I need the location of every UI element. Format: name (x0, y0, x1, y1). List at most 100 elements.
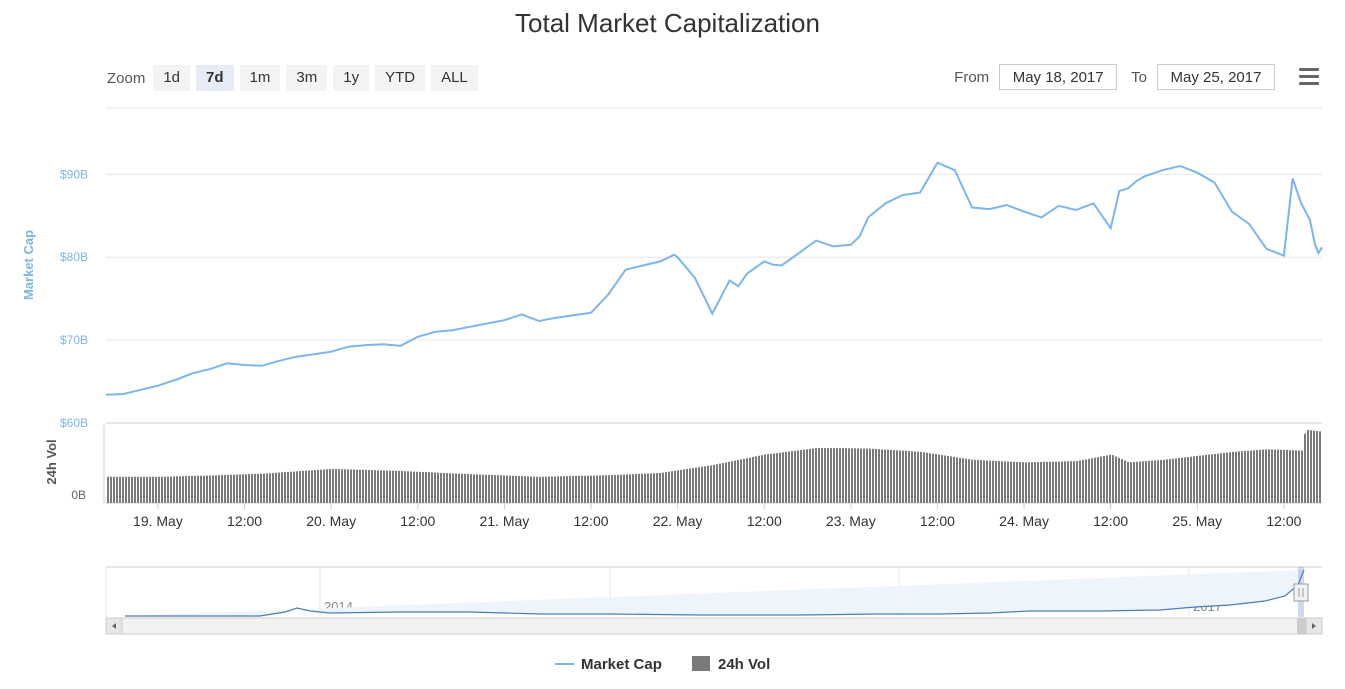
volume-bar (1214, 453, 1216, 503)
volume-bar (818, 447, 820, 503)
legend-item-market-cap[interactable]: Market Cap (555, 656, 662, 673)
zoom-button-all[interactable]: ALL (431, 65, 478, 91)
volume-bar (1103, 455, 1105, 503)
volume-bar (713, 464, 715, 503)
volume-bar (191, 475, 193, 503)
volume-bar (287, 471, 289, 503)
volume-bar (791, 451, 793, 503)
volume-bar (1187, 456, 1189, 503)
volume-bar (737, 460, 739, 503)
volume-bar (1034, 462, 1036, 503)
x-tick-label: 25. May (1172, 513, 1222, 529)
volume-bar (482, 474, 484, 503)
volume-bar (800, 450, 802, 503)
volume-bar (809, 448, 811, 503)
volume-bar (437, 472, 439, 503)
volume-bar (1223, 452, 1225, 503)
x-tick-label: 19. May (133, 513, 183, 529)
volume-bar (1190, 456, 1192, 503)
arrow-left-icon (112, 623, 116, 629)
volume-bar (629, 474, 631, 503)
volume-bar (440, 472, 442, 503)
volume-bar (161, 476, 163, 503)
volume-bar (317, 469, 319, 503)
menu-icon[interactable] (1299, 68, 1319, 86)
volume-bar (569, 476, 571, 503)
volume-bar (590, 475, 592, 503)
zoom-button-1m[interactable]: 1m (239, 65, 281, 91)
volume-bar (863, 448, 865, 503)
zoom-button-3m[interactable]: 3m (286, 65, 328, 91)
volume-bar (461, 473, 463, 503)
from-date-input[interactable] (999, 64, 1118, 90)
to-date-input[interactable] (1157, 64, 1275, 90)
x-tick-label: 20. May (306, 513, 356, 529)
volume-bar (242, 474, 244, 503)
volume-bar (281, 472, 283, 503)
volume-bar (902, 450, 904, 503)
volume-bar (998, 461, 1000, 503)
volume-bar (1304, 433, 1306, 503)
volume-bar (857, 448, 859, 503)
volume-bar (860, 448, 862, 503)
volume-bar (350, 469, 352, 503)
zoom-bar: Zoom 1d 7d 1m 3m 1y YTD ALL (107, 64, 484, 92)
volume-bar (833, 448, 835, 503)
volume-bar (299, 471, 301, 503)
volume-bar (632, 474, 634, 503)
volume-bar (1145, 461, 1147, 503)
volume-bar (215, 475, 217, 503)
volume-bar (980, 460, 982, 503)
volume-bar (578, 475, 580, 503)
navigator-handle-right[interactable] (1293, 583, 1309, 602)
volume-bar (170, 476, 172, 503)
volume-bar (1289, 450, 1291, 503)
volume-bar (1250, 450, 1252, 503)
volume-bar (362, 469, 364, 503)
volume-bar (122, 476, 124, 503)
volume-bar (1202, 455, 1204, 503)
volume-bar (392, 470, 394, 503)
volume-bar (1061, 461, 1063, 503)
volume-bar (566, 476, 568, 503)
volume-bar (296, 471, 298, 503)
volume-bar (395, 470, 397, 503)
volume-bar (956, 457, 958, 503)
navigator[interactable]: 2014201520162017 (105, 566, 1322, 617)
volume-bar (1313, 430, 1315, 503)
volume-bar (137, 476, 139, 503)
zoom-button-ytd[interactable]: YTD (375, 65, 426, 91)
zoom-button-7d[interactable]: 7d (196, 65, 234, 91)
volume-bar (164, 476, 166, 503)
legend-item-24h-vol[interactable]: 24h Vol (692, 656, 770, 673)
volume-bar (992, 460, 994, 503)
volume-bar (668, 471, 670, 503)
volume-bar (1271, 449, 1273, 503)
volume-bar (149, 476, 151, 503)
scrollbar-thumb[interactable] (1297, 618, 1307, 634)
volume-bar (1025, 462, 1027, 503)
volume-bar (377, 470, 379, 503)
volume-bar (749, 457, 751, 503)
volume-bar (1274, 449, 1276, 503)
volume-bar (212, 475, 214, 503)
volume-bar (641, 473, 643, 503)
volume-bar (1046, 461, 1048, 503)
volume-bar (734, 460, 736, 503)
volume-bar (176, 476, 178, 503)
volume-bar (545, 476, 547, 503)
legend-label-market-cap: Market Cap (581, 656, 662, 673)
scrollbar[interactable] (105, 617, 1323, 635)
zoom-button-1y[interactable]: 1y (333, 65, 370, 91)
volume-bar (671, 471, 673, 503)
volume-bar (494, 475, 496, 503)
volume-bar (116, 476, 118, 503)
zoom-button-1d[interactable]: 1d (153, 65, 191, 91)
volume-bar (1256, 450, 1258, 503)
volume-bar (932, 453, 934, 503)
x-tick-label: 24. May (999, 513, 1049, 529)
volume-bar (359, 469, 361, 503)
volume-bar (428, 472, 430, 503)
volume-bar (1085, 459, 1087, 503)
volume-bar (236, 474, 238, 503)
